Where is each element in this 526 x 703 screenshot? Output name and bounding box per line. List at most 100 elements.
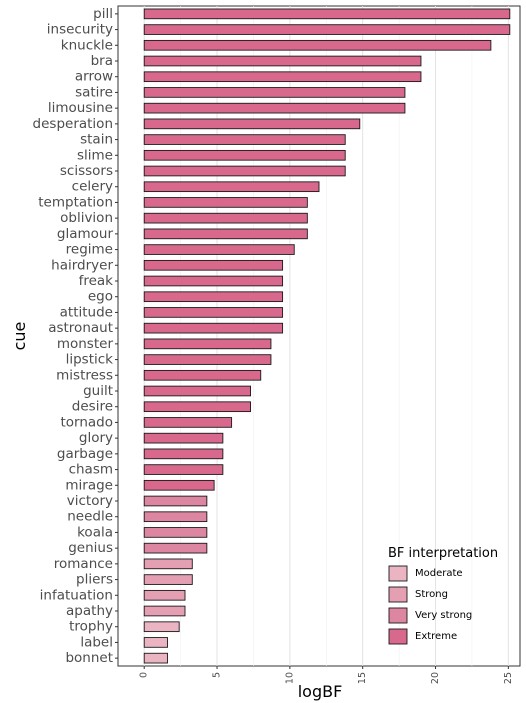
y-tick-label-genius: genius <box>68 540 113 556</box>
x-ticks: 0 5 10 15 20 25 <box>139 666 514 684</box>
y-tick-label-tornado: tornado <box>60 414 113 430</box>
bar-genius <box>143 542 208 554</box>
y-tick-label-desperation: desperation <box>33 116 113 132</box>
y-tick-label-lipstick: lipstick <box>66 352 114 368</box>
x-tick-label: 5 <box>212 672 223 678</box>
bar-glory <box>143 432 224 444</box>
y-tick-label-astronaut: astronaut <box>48 320 113 336</box>
grid-lines <box>143 6 509 666</box>
y-tick-label-desire: desire <box>72 399 113 415</box>
x-tick-label: 20 <box>430 672 441 684</box>
y-tick-label-romance: romance <box>54 556 113 572</box>
y-tick-label-celery: celery <box>72 179 113 195</box>
x-axis-title: logBF <box>298 682 343 701</box>
x-tick-label: 0 <box>139 672 150 678</box>
legend-title: BF interpretation <box>388 546 498 561</box>
bar-celery <box>143 181 320 193</box>
bar-regime <box>143 244 295 255</box>
plot-panel <box>117 5 521 667</box>
y-tick-label-needle: needle <box>67 509 113 525</box>
bar-koala <box>143 527 208 538</box>
bar-monster <box>143 338 272 350</box>
bar-mistress <box>143 369 262 381</box>
bar-romance <box>143 558 193 570</box>
bar-satire <box>143 87 406 98</box>
legend-label-strong: Strong <box>415 589 448 600</box>
y-tick-label-ego: ego <box>88 289 113 305</box>
y-tick-label-pliers: pliers <box>76 572 113 588</box>
bar-limousine <box>143 102 406 114</box>
legend-key-extreme <box>388 628 408 645</box>
bar-bra <box>143 55 422 67</box>
bar-pill <box>143 8 511 20</box>
bar-needle <box>143 511 208 523</box>
bar-victory <box>143 495 208 507</box>
bar-glamour <box>143 228 308 240</box>
y-tick-label-stain: stain <box>80 132 113 148</box>
legend: BF interpretation Moderate Strong Very str… <box>388 546 498 645</box>
y-tick-label-arrow: arrow <box>75 69 113 85</box>
y-tick-label-attitude: attitude <box>60 304 113 320</box>
bars-group <box>143 8 511 664</box>
y-tick-label-garbage: garbage <box>57 446 113 462</box>
bar-guilt <box>143 385 251 397</box>
bar-freak <box>143 275 284 287</box>
bar-apathy <box>143 605 186 617</box>
legend-key-moderate <box>388 565 408 582</box>
legend-label-extreme: Extreme <box>415 631 457 642</box>
bar-temptation <box>143 197 308 208</box>
y-axis-title: cue <box>10 322 29 351</box>
bar-desperation <box>143 118 361 130</box>
x-tick-label: 10 <box>284 672 295 684</box>
bar-trophy <box>143 621 180 633</box>
bar-scissors <box>143 165 346 177</box>
y-tick-label-scissors: scissors <box>60 163 113 179</box>
y-tick-label-mistress: mistress <box>56 367 113 383</box>
bar-pliers <box>143 574 193 585</box>
legend-label-moderate: Moderate <box>415 568 463 579</box>
bar-insecurity <box>143 24 511 35</box>
y-tick-label-regime: regime <box>66 242 113 258</box>
y-tick-label-monster: monster <box>57 336 114 352</box>
bar-bonnet <box>143 652 168 664</box>
y-tick-label-slime: slime <box>77 147 113 163</box>
y-tick-label-knuckle: knuckle <box>61 37 113 53</box>
legend-label-very-strong: Very strong <box>415 610 472 621</box>
y-tick-label-victory: victory <box>67 493 113 509</box>
bar-label <box>143 637 168 648</box>
y-tick-label-chasm: chasm <box>69 462 113 478</box>
bar-infatuation <box>143 589 186 601</box>
bar-astronaut <box>143 322 284 334</box>
bar-ego <box>143 291 284 303</box>
y-tick-label-glamour: glamour <box>57 226 114 242</box>
bar-arrow <box>143 71 422 83</box>
y-tick-label-glory: glory <box>79 430 113 446</box>
bar-chasm <box>143 464 224 475</box>
y-tick-label-freak: freak <box>79 273 114 289</box>
bar-desire <box>143 401 251 413</box>
x-tick-label: 25 <box>503 672 514 684</box>
y-tick-label-guilt: guilt <box>83 383 113 399</box>
y-tick-label-limousine: limousine <box>48 100 113 116</box>
y-tick-label-insecurity: insecurity <box>47 22 113 38</box>
bar-stain <box>143 134 346 145</box>
bar-tornado <box>143 417 233 428</box>
y-tick-label-infatuation: infatuation <box>40 587 113 603</box>
y-tick-label-satire: satire <box>75 84 113 100</box>
x-tick-label: 15 <box>357 672 368 684</box>
y-tick-label-koala: koala <box>77 524 113 540</box>
y-tick-label-temptation: temptation <box>38 194 113 210</box>
bar-slime <box>143 149 346 161</box>
y-tick-label-hairdryer: hairdryer <box>51 257 113 273</box>
y-tick-label-apathy: apathy <box>66 603 113 619</box>
y-tick-label-mirage: mirage <box>65 477 113 493</box>
y-tick-label-label: label <box>80 634 113 650</box>
y-tick-label-bonnet: bonnet <box>65 650 113 666</box>
y-tick-label-oblivion: oblivion <box>60 210 113 226</box>
y-tick-label-trophy: trophy <box>69 619 113 635</box>
bar-lipstick <box>143 354 272 365</box>
bar-mirage <box>143 479 215 491</box>
bar-oblivion <box>143 212 308 224</box>
legend-key-very-strong <box>388 607 408 624</box>
